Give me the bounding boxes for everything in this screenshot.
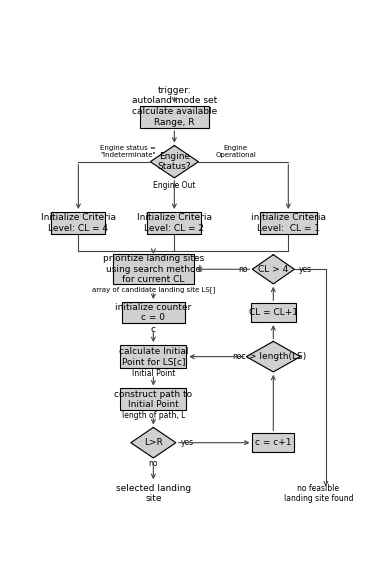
FancyBboxPatch shape — [120, 388, 187, 410]
Text: yes: yes — [180, 438, 194, 447]
FancyBboxPatch shape — [51, 212, 105, 235]
Text: Engine status =
"Indeterminate": Engine status = "Indeterminate" — [100, 145, 156, 158]
FancyBboxPatch shape — [252, 433, 294, 452]
Text: no: no — [149, 459, 158, 469]
Text: L>R: L>R — [144, 438, 163, 447]
Text: Initialize Criteria
Level: CL = 2: Initialize Criteria Level: CL = 2 — [137, 214, 212, 233]
FancyBboxPatch shape — [260, 212, 317, 235]
Text: initialize counter
c = 0: initialize counter c = 0 — [115, 303, 192, 322]
FancyBboxPatch shape — [140, 106, 209, 128]
Text: Engine Out: Engine Out — [153, 180, 195, 190]
Polygon shape — [252, 255, 295, 284]
Text: c: c — [151, 325, 156, 334]
FancyBboxPatch shape — [122, 302, 185, 324]
Text: selected landing
site: selected landing site — [116, 484, 191, 503]
Text: initialize Criteria
Level:  CL = 1: initialize Criteria Level: CL = 1 — [251, 214, 326, 233]
FancyBboxPatch shape — [113, 254, 194, 285]
Text: Engine
Status?: Engine Status? — [158, 152, 191, 172]
Text: array of candidate landing site LS[]: array of candidate landing site LS[] — [92, 286, 215, 293]
Text: c > length(LS): c > length(LS) — [241, 352, 306, 361]
Text: construct path to
Initial Point: construct path to Initial Point — [114, 389, 192, 409]
Text: trigger:
autoland mode set: trigger: autoland mode set — [132, 86, 217, 105]
FancyBboxPatch shape — [120, 345, 187, 368]
FancyBboxPatch shape — [251, 303, 296, 322]
Text: no: no — [238, 265, 248, 274]
Text: no feasible
landing site found: no feasible landing site found — [284, 484, 353, 503]
Text: CL > 4: CL > 4 — [258, 265, 288, 274]
Text: yes: yes — [299, 265, 312, 274]
Text: calculate available
Range, R: calculate available Range, R — [132, 107, 217, 127]
Text: length of path, L: length of path, L — [122, 411, 185, 420]
Text: Initial Point: Initial Point — [132, 369, 175, 378]
Text: Engine
Operational: Engine Operational — [216, 145, 256, 158]
Text: CL = CL+1: CL = CL+1 — [249, 308, 298, 317]
Polygon shape — [150, 146, 199, 178]
Text: c = c+1: c = c+1 — [255, 438, 291, 447]
Polygon shape — [247, 342, 300, 372]
Text: Initialize Criteria
Level: CL = 4: Initialize Criteria Level: CL = 4 — [41, 214, 116, 233]
Text: no: no — [232, 352, 242, 361]
FancyBboxPatch shape — [147, 212, 201, 235]
Text: calculate Initial
Point for LS[c]: calculate Initial Point for LS[c] — [118, 347, 188, 366]
Text: prioritize landing sites
using search method
for current CL: prioritize landing sites using search me… — [103, 254, 204, 284]
Polygon shape — [131, 427, 176, 458]
